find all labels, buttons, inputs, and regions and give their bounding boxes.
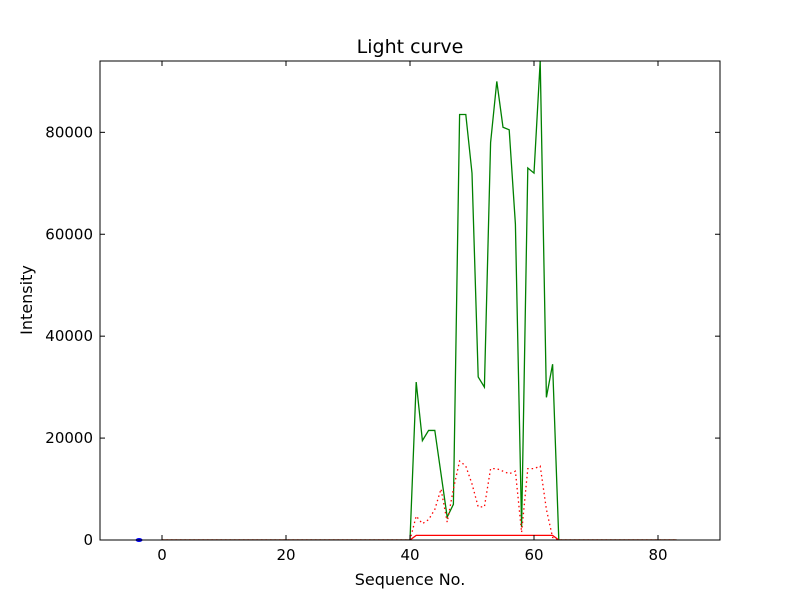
x-tick-label: 40 — [400, 546, 419, 564]
series-line-2 — [162, 459, 677, 540]
x-tick-label: 60 — [524, 546, 543, 564]
plot-frame — [99, 60, 721, 541]
y-tick-label: 40000 — [45, 327, 93, 345]
series-group — [162, 61, 677, 540]
plot-area — [99, 60, 721, 542]
y-tick-label: 20000 — [45, 429, 93, 447]
y-tick-label: 0 — [83, 531, 93, 549]
y-tick-label: 80000 — [45, 123, 93, 141]
y-tick-label: 60000 — [45, 225, 93, 243]
chart-title: Light curve — [357, 36, 464, 58]
x-tick-label: 20 — [276, 546, 295, 564]
y-axis-label: Intensity — [17, 265, 36, 335]
series-line-1 — [162, 61, 677, 540]
axis-ticks: 0 20 40 60 80 0 20000 40000 60000 80000 — [45, 61, 720, 564]
x-tick-label: 0 — [157, 546, 167, 564]
x-tick-label: 80 — [648, 546, 667, 564]
series-line-3 — [162, 534, 677, 540]
x-axis-label: Sequence No. — [355, 570, 466, 589]
